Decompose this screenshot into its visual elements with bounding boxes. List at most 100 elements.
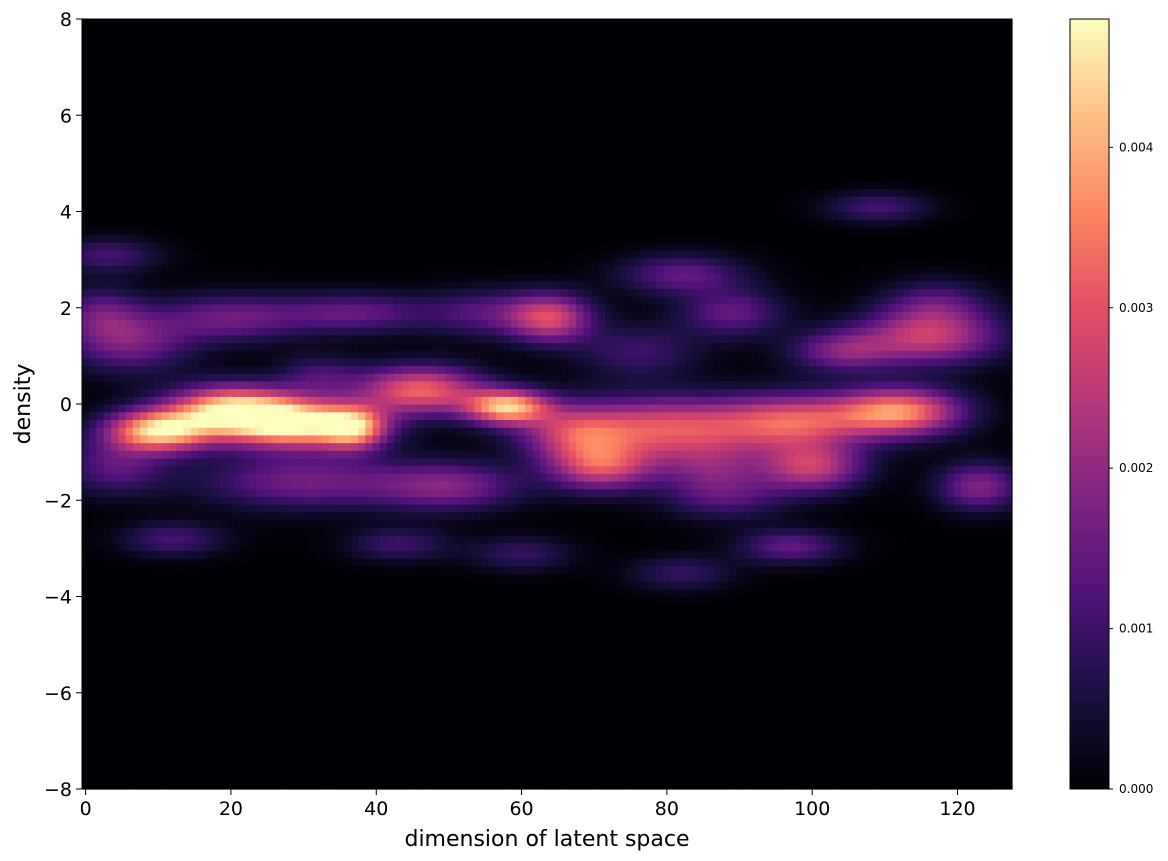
heatmap-cell [728,565,737,574]
heatmap-cell [467,619,475,628]
heatmap-cell [946,773,955,782]
heatmap-cell [801,604,810,613]
heatmap-cell [111,558,119,567]
heatmap-cell [161,727,170,736]
heatmap-cell [953,604,962,613]
heatmap-cell [408,604,417,613]
heatmap-cell [619,696,628,705]
heatmap-cell [917,488,926,497]
heatmap-cell [823,712,831,721]
heatmap-cell [670,773,679,782]
heatmap-cell [329,550,337,559]
heatmap-cell [932,558,940,567]
heatmap-cell [961,758,970,767]
heatmap-cell [278,650,287,659]
heatmap-cell [583,712,592,721]
heatmap-cell [147,642,156,651]
heatmap-cell [161,688,170,698]
heatmap-cell [249,558,257,567]
heatmap-cell [379,619,388,628]
heatmap-cell [111,581,119,590]
heatmap-cell [997,635,1006,644]
heatmap-cell [539,650,548,659]
heatmap-cell [227,727,236,736]
heatmap-cell [365,658,374,667]
heatmap-cell [685,688,693,698]
heatmap-cell [183,781,192,790]
heatmap-cell [881,758,890,767]
heatmap-cell [336,688,345,698]
heatmap-cell [176,581,185,590]
heatmap-cell [350,712,359,721]
heatmap-cell [176,773,185,782]
heatmap-cell [510,642,519,651]
heatmap-cell [764,712,773,721]
heatmap-cell [89,727,98,736]
heatmap-cell [285,611,294,621]
heatmap-cell [488,688,497,698]
heatmap-cell [655,504,664,513]
heatmap-cell [997,642,1006,651]
heatmap-cell [154,519,163,528]
heatmap-cell [685,627,693,636]
heatmap-cell [823,635,831,644]
heatmap-cell [140,658,148,667]
heatmap-cell [786,519,795,528]
heatmap-cell [270,627,279,636]
heatmap-cell [82,481,90,490]
heatmap-cell [597,688,606,698]
heatmap-cell [583,635,592,644]
heatmap-cell [256,742,265,752]
heatmap-cell [917,658,926,667]
heatmap-cell [757,519,766,528]
heatmap-cell [924,781,933,790]
heatmap-cell [735,773,744,782]
heatmap-cell [387,619,396,628]
heatmap-cell [387,581,396,590]
heatmap-cell [554,558,563,567]
heatmap-cell [895,627,904,636]
heatmap-cell [735,665,744,675]
heatmap-cell [416,719,425,728]
heatmap-cell [823,581,831,590]
heatmap-cell [764,504,773,513]
heatmap-cell [743,542,752,551]
heatmap-cell [1004,758,1013,767]
heatmap-cell [445,488,454,497]
heatmap-cell [249,534,257,544]
heatmap-cell [96,688,105,698]
heatmap-cell [692,611,701,621]
heatmap-cell [975,681,984,690]
heatmap-cell [946,619,955,628]
heatmap-cell [706,719,715,728]
heatmap-cell [648,673,657,682]
heatmap-cell [140,758,148,767]
heatmap-cell [590,604,599,613]
heatmap-cell [176,527,185,536]
heatmap-cell [670,704,679,713]
heatmap-cell [132,588,141,598]
heatmap-cell [888,765,897,775]
heatmap-cell [118,719,127,728]
heatmap-cell [706,581,715,590]
heatmap-cell [321,619,330,628]
heatmap-cell [924,673,933,682]
heatmap-cell [699,511,708,521]
heatmap-cell [576,558,584,567]
heatmap-cell [576,665,584,675]
heatmap-cell [118,558,127,567]
heatmap-cell [467,496,475,505]
heatmap-cell [764,496,773,505]
heatmap-cell [430,750,439,759]
heatmap-cell [125,642,134,651]
heatmap-cell [663,673,672,682]
heatmap-cell [517,511,526,521]
heatmap-cell [852,496,861,505]
heatmap-cell [336,758,345,767]
heatmap-cell [547,550,555,559]
heatmap-cell [372,665,381,675]
heatmap-cell [132,704,141,713]
heatmap-cell [336,511,345,521]
heatmap-cell [539,704,548,713]
heatmap-cell [205,665,214,675]
